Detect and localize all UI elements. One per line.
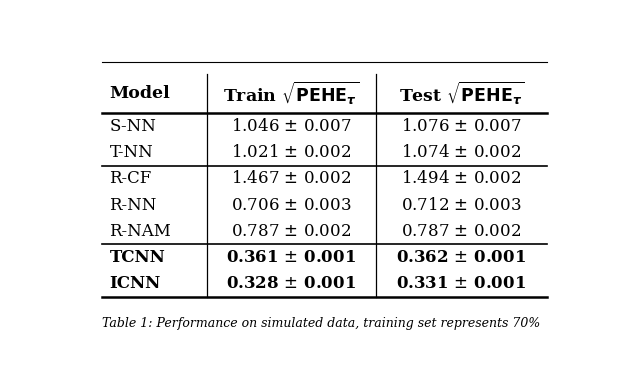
Text: 0.361 $\pm$ 0.001: 0.361 $\pm$ 0.001 [227,249,356,266]
Text: S-NN: S-NN [109,118,156,135]
Text: 1.467 $\pm$ 0.002: 1.467 $\pm$ 0.002 [232,170,351,187]
Text: 1.021 $\pm$ 0.002: 1.021 $\pm$ 0.002 [232,144,351,161]
Text: R-NAM: R-NAM [109,223,172,240]
Text: 0.787 $\pm$ 0.002: 0.787 $\pm$ 0.002 [232,223,351,240]
Text: 0.328 $\pm$ 0.001: 0.328 $\pm$ 0.001 [227,275,356,293]
Text: 0.706 $\pm$ 0.003: 0.706 $\pm$ 0.003 [231,197,351,214]
Text: 1.494 $\pm$ 0.002: 1.494 $\pm$ 0.002 [401,170,522,187]
Text: 1.074 $\pm$ 0.002: 1.074 $\pm$ 0.002 [401,144,522,161]
Text: Table 1: Performance on simulated data, training set represents 70%: Table 1: Performance on simulated data, … [102,317,540,330]
Text: Test $\sqrt{\mathbf{PEHE}_{\boldsymbol{\tau}}}$: Test $\sqrt{\mathbf{PEHE}_{\boldsymbol{\… [399,80,524,107]
Text: 1.076 $\pm$ 0.007: 1.076 $\pm$ 0.007 [401,118,522,135]
Text: 0.712 $\pm$ 0.003: 0.712 $\pm$ 0.003 [401,197,522,214]
Text: TCNN: TCNN [109,249,165,266]
Text: T-NN: T-NN [109,144,153,161]
Text: 0.331 $\pm$ 0.001: 0.331 $\pm$ 0.001 [396,275,527,293]
Text: R-NN: R-NN [109,197,157,214]
Text: 0.787 $\pm$ 0.002: 0.787 $\pm$ 0.002 [401,223,522,240]
Text: 0.362 $\pm$ 0.001: 0.362 $\pm$ 0.001 [396,249,527,266]
Text: R-CF: R-CF [109,170,152,187]
Text: Train $\sqrt{\mathbf{PEHE}_{\boldsymbol{\tau}}}$: Train $\sqrt{\mathbf{PEHE}_{\boldsymbol{… [223,80,359,107]
Text: Model: Model [109,85,170,102]
Text: ICNN: ICNN [109,275,161,293]
Text: 1.046 $\pm$ 0.007: 1.046 $\pm$ 0.007 [231,118,351,135]
